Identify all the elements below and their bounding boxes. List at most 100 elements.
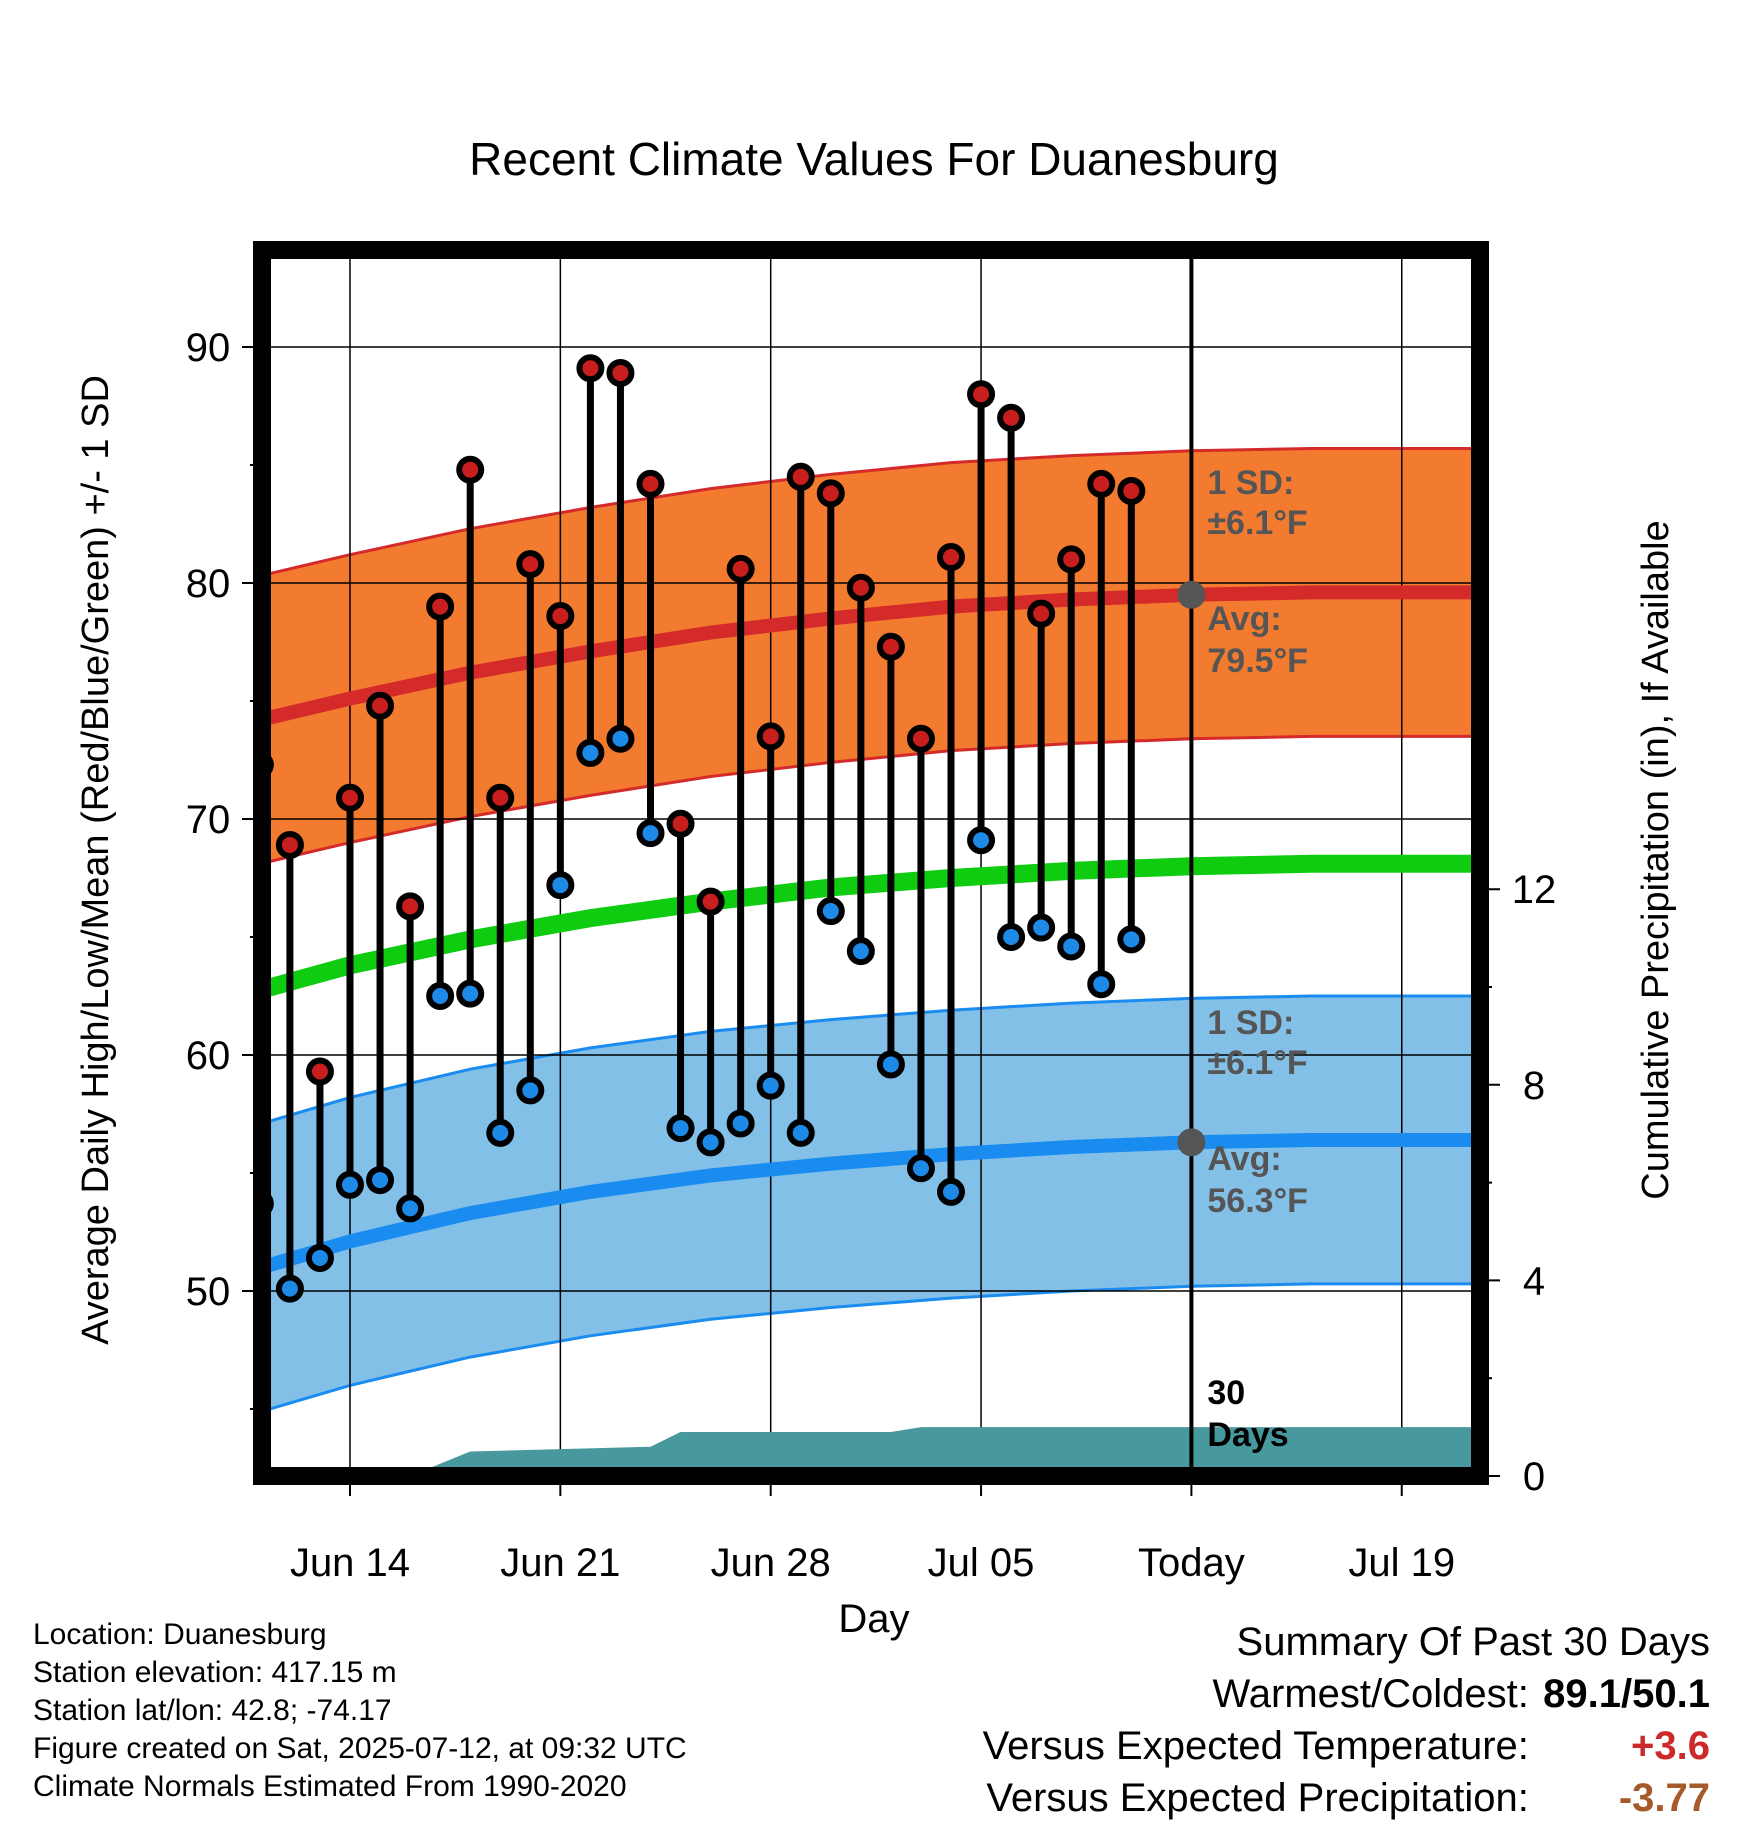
summary-temp-row: Versus Expected Temperature: +3.6 <box>810 1720 1710 1772</box>
daily-low-point <box>486 1118 515 1147</box>
daily-high-point <box>1087 469 1116 498</box>
normals-text: Climate Normals Estimated From 1990-2020 <box>33 1770 627 1803</box>
daily-low-point <box>846 937 875 966</box>
daily-low-point <box>1027 913 1056 942</box>
y-tick-label: 60 <box>186 1034 231 1078</box>
y-axis-label-right: Cumulative Precipitation (in), If Availa… <box>1635 520 1677 1199</box>
daily-low-point <box>636 819 665 848</box>
daily-low-point <box>576 738 605 767</box>
x-tick-label: Jul 19 <box>1348 1541 1455 1585</box>
daily-high-point <box>906 724 935 753</box>
daily-low-point <box>336 1170 364 1199</box>
precip-area <box>262 1427 1480 1476</box>
low-avg-line <box>262 1133 1480 1275</box>
x-tick-label: Jun 28 <box>711 1541 831 1585</box>
x-tick-label: Today <box>1138 1541 1245 1585</box>
daily-high-point <box>1057 545 1086 574</box>
right-tick-label: 0 <box>1523 1455 1545 1499</box>
created-text: Figure created on Sat, 2025-07-12, at 09… <box>33 1732 687 1765</box>
daily-high-point <box>726 554 755 583</box>
daily-high-point <box>1027 599 1056 628</box>
annotation-low-avg-label-2: 56.3°F <box>1207 1182 1308 1220</box>
annotation-today-label-1: 30 <box>1207 1374 1245 1412</box>
daily-high-point <box>636 469 665 498</box>
x-tick-label: Jun 21 <box>500 1541 620 1585</box>
daily-high-point <box>516 550 545 579</box>
daily-high-point <box>305 1057 334 1086</box>
daily-low-point <box>786 1118 815 1147</box>
warmest-value: 89.1/50.1 <box>1543 1672 1710 1716</box>
daily-low-point <box>516 1076 545 1105</box>
daily-high-point <box>486 783 515 812</box>
daily-high-point <box>997 403 1026 432</box>
daily-low-point <box>906 1154 935 1183</box>
annotation-high-avg-label-1: Avg: <box>1207 600 1281 638</box>
daily-low-point <box>426 982 455 1010</box>
annotation-today-label-2: Days <box>1207 1416 1288 1454</box>
warmest-label: Warmest/Coldest: <box>1212 1672 1529 1716</box>
daily-low-point <box>1087 970 1116 999</box>
low-sd-lower-edge <box>262 1282 1480 1413</box>
x-axis-label: Day <box>838 1597 909 1641</box>
daily-low-point <box>1057 932 1086 961</box>
elevation-text: Station elevation: 417.15 m <box>33 1656 397 1689</box>
daily-high-point <box>937 543 965 572</box>
daily-low-point <box>546 871 575 900</box>
daily-high-point <box>786 462 815 491</box>
annotation-high-avg-label-2: 79.5°F <box>1207 642 1308 680</box>
station-info: Location: Duanesburg Station elevation: … <box>33 1616 687 1806</box>
y-tick-label: 90 <box>186 326 231 370</box>
daily-high-point <box>576 354 605 383</box>
low-sd-band <box>262 996 1480 1412</box>
y-axis-label-left: Average Daily High/Low/Mean (Red/Blue/Gr… <box>75 375 117 1345</box>
daily-high-point <box>606 358 635 387</box>
daily-low-point <box>275 1274 304 1303</box>
daily-high-point <box>846 573 875 602</box>
high-sd-band <box>262 448 1480 864</box>
annotation-low-sd-label-2: ±6.1°F <box>1207 1044 1307 1082</box>
today-low-avg-marker <box>1177 1128 1206 1157</box>
plot-frame <box>253 241 1489 1485</box>
temp-value: +3.6 <box>1631 1724 1710 1768</box>
annotation-low-sd-label-1: 1 SD: <box>1207 1004 1294 1042</box>
high-sd-upper-edge <box>262 447 1480 577</box>
high-avg-line <box>262 585 1480 727</box>
annotation-high-sd-label-1: 1 SD: <box>1207 464 1294 502</box>
annotation-high-sd-label-2: ±6.1°F <box>1207 504 1307 542</box>
daily-low-point <box>396 1194 425 1223</box>
summary-panel: Summary Of Past 30 Days Warmest/Coldest:… <box>810 1616 1710 1824</box>
daily-low-point <box>726 1109 755 1138</box>
daily-high-point <box>696 887 725 916</box>
temp-label: Versus Expected Temperature: <box>982 1724 1529 1768</box>
right-tick-label: 4 <box>1523 1259 1545 1303</box>
daily-high-point <box>666 809 695 838</box>
daily-high-point <box>396 892 425 921</box>
summary-precip-row: Versus Expected Precipitation: -3.77 <box>810 1772 1710 1824</box>
daily-low-point <box>816 897 845 926</box>
daily-low-point <box>1117 925 1146 954</box>
right-tick-label: 8 <box>1523 1064 1545 1108</box>
annotation-low-avg-label-1: Avg: <box>1207 1140 1281 1178</box>
x-tick-label: Jun 14 <box>290 1541 410 1585</box>
daily-low-point <box>696 1128 725 1157</box>
daily-low-point <box>456 979 485 1008</box>
daily-low-point <box>756 1071 785 1100</box>
summary-title: Summary Of Past 30 Days <box>1236 1620 1710 1664</box>
y-tick-label: 70 <box>186 798 231 842</box>
today-high-avg-marker <box>1177 580 1206 609</box>
daily-high-point <box>967 380 996 409</box>
daily-high-point <box>876 632 905 661</box>
daily-low-point <box>937 1177 965 1206</box>
daily-high-point <box>816 479 845 508</box>
right-tick-label: 12 <box>1512 868 1557 912</box>
daily-low-point <box>876 1050 905 1079</box>
daily-high-point <box>1117 476 1146 505</box>
daily-high-point <box>756 722 785 751</box>
daily-high-point <box>546 602 575 631</box>
daily-high-point <box>426 592 455 621</box>
y-tick-label: 80 <box>186 562 231 606</box>
daily-high-point <box>275 830 304 859</box>
